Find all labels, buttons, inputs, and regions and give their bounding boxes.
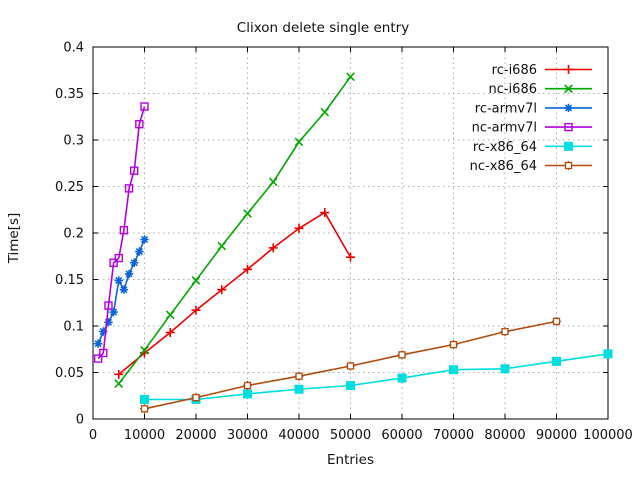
y-tick-label: 0.4 (63, 41, 84, 56)
series-markers-nc-armv7l (93, 102, 149, 363)
x-tick-label: 90000 (536, 428, 577, 443)
x-tick-label: 70000 (433, 428, 474, 443)
legend-item-nc-i686: nc-i686 (488, 82, 592, 97)
x-tick-label: 20000 (175, 428, 216, 443)
legend-item-rc-x86_64: rc-x86_64 (473, 140, 592, 155)
y-tick-label: 0.3 (63, 134, 84, 149)
series-line-rc-i686 (118, 211, 352, 376)
legend-item-rc-armv7l: rc-armv7l (475, 101, 592, 116)
legend-label-nc-x86_64: nc-x86_64 (470, 159, 537, 174)
y-tick-label: 0.2 (63, 227, 84, 242)
legend-label-rc-armv7l: rc-armv7l (475, 101, 537, 116)
series-line-nc-armv7l (97, 106, 146, 360)
legend-label-nc-i686: nc-i686 (488, 82, 537, 97)
y-tick-label: 0.1 (63, 320, 84, 335)
x-axis-label: Entries (326, 452, 375, 468)
x-tick-label: 50000 (330, 428, 371, 443)
series-markers-nc-i686 (114, 72, 355, 389)
series-line-nc-i686 (118, 76, 352, 385)
x-tick-label: 60000 (381, 428, 422, 443)
series-line-rc-x86_64 (144, 353, 609, 401)
x-tick-label: 100000 (583, 428, 633, 443)
series-markers-nc-x86_64 (140, 316, 561, 414)
series-markers-rc-x86_64 (140, 349, 613, 404)
x-tick-label: 40000 (278, 428, 319, 443)
legend-label-nc-armv7l: nc-armv7l (472, 121, 537, 136)
legend-item-nc-armv7l: nc-armv7l (472, 121, 592, 136)
chart-title: Clixon delete single entry (236, 20, 410, 36)
y-tick-label: 0.05 (55, 366, 84, 381)
legend-label-rc-i686: rc-i686 (492, 63, 537, 78)
legend-label-rc-x86_64: rc-x86_64 (473, 140, 537, 155)
y-tick-label: 0 (76, 413, 84, 428)
x-tick-label: 10000 (124, 428, 165, 443)
legend-item-nc-x86_64: nc-x86_64 (470, 159, 592, 174)
y-tick-label: 0.15 (55, 273, 84, 288)
x-tick-label: 80000 (484, 428, 525, 443)
x-tick-label: 30000 (227, 428, 268, 443)
y-axis-label: Time[s] (6, 212, 22, 264)
y-tick-label: 0.25 (55, 180, 84, 195)
series-markers-rc-i686 (114, 208, 355, 379)
series-markers-rc-armv7l (93, 235, 149, 348)
legend-item-rc-i686: rc-i686 (492, 63, 592, 78)
y-tick-label: 0.35 (55, 87, 84, 102)
x-tick-label: 0 (89, 428, 97, 443)
